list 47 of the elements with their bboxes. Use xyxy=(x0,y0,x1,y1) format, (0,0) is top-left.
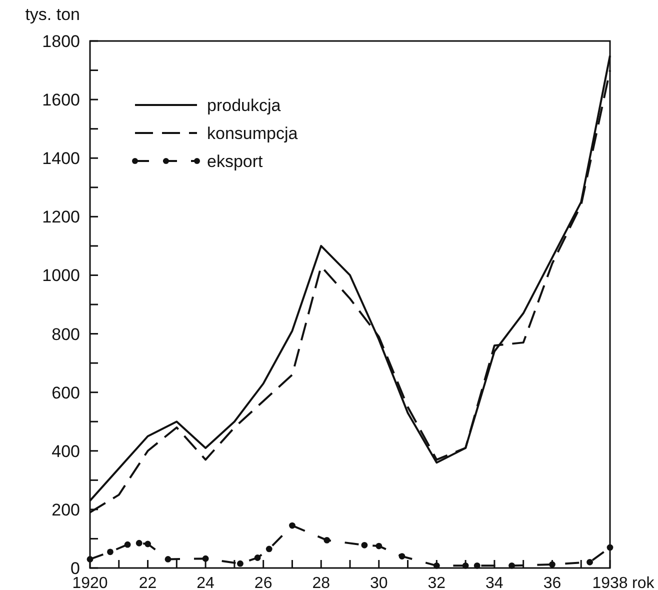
point xyxy=(586,558,593,566)
y-tick-label: 400 xyxy=(52,442,80,461)
x-tick-label: 26 xyxy=(254,575,272,590)
point xyxy=(124,541,131,548)
x-tick-label: 22 xyxy=(138,575,157,590)
x-tick-label: 34 xyxy=(486,575,504,590)
legend-label: produkcja xyxy=(207,96,282,115)
x-tick-label: 28 xyxy=(312,575,330,590)
x-tick-label: 36 xyxy=(543,575,562,590)
x-tick-label: 1938 xyxy=(592,575,628,590)
point xyxy=(136,540,142,546)
point xyxy=(254,554,261,561)
x-tick-label: 30 xyxy=(370,575,388,590)
point xyxy=(86,556,94,562)
x-tick-label: 32 xyxy=(428,575,446,590)
y-tick-label: 1000 xyxy=(42,266,80,286)
point xyxy=(462,562,469,569)
y-axis-title: tys. ton xyxy=(25,5,80,24)
point xyxy=(164,556,172,562)
y-tick-label: 600 xyxy=(52,383,80,402)
y-tick-label: 1600 xyxy=(42,90,80,110)
point xyxy=(398,553,406,560)
x-axis-title: rok xyxy=(632,575,656,590)
x-tick-label: 24 xyxy=(196,575,215,590)
point xyxy=(237,560,244,567)
point xyxy=(107,548,114,556)
y-tick-label: 1200 xyxy=(42,208,80,227)
point xyxy=(289,522,296,529)
y-tick-label: 1400 xyxy=(42,149,80,168)
point xyxy=(508,562,515,569)
point xyxy=(474,562,480,569)
x-tick-label: 1920 xyxy=(72,575,108,590)
point xyxy=(266,546,272,552)
point xyxy=(324,536,330,544)
y-tick-label: 1800 xyxy=(42,32,80,51)
point xyxy=(202,555,209,562)
legend-label: eksport xyxy=(207,152,264,171)
y-tick-label: 0 xyxy=(70,559,80,578)
point xyxy=(144,540,151,548)
y-tick-label: 800 xyxy=(52,324,80,344)
point xyxy=(549,561,556,568)
point xyxy=(376,542,382,550)
point xyxy=(433,562,440,569)
legend-label: konsumpcja xyxy=(207,124,298,143)
point xyxy=(606,544,614,551)
y-tick-label: 200 xyxy=(52,500,80,520)
point xyxy=(361,542,368,548)
